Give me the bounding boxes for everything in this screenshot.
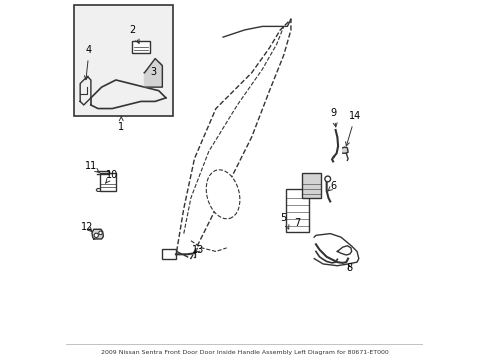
- Circle shape: [99, 231, 102, 235]
- Bar: [285, 189, 308, 232]
- Bar: [74, 5, 173, 116]
- Ellipse shape: [206, 170, 240, 219]
- Polygon shape: [92, 229, 103, 239]
- Text: 10: 10: [105, 170, 118, 183]
- Bar: [132, 41, 149, 53]
- Bar: [301, 173, 321, 198]
- Text: 8: 8: [346, 263, 352, 273]
- Polygon shape: [144, 59, 162, 87]
- Bar: [100, 173, 116, 192]
- Text: 9: 9: [330, 108, 337, 127]
- Text: 14: 14: [345, 111, 361, 146]
- Text: 11: 11: [84, 161, 100, 173]
- Circle shape: [94, 233, 98, 238]
- Text: 2009 Nissan Sentra Front Door Door Inside Handle Assembly Left Diagram for 80671: 2009 Nissan Sentra Front Door Door Insid…: [101, 350, 387, 355]
- Text: 1: 1: [118, 116, 124, 132]
- Bar: [162, 249, 176, 259]
- Text: 4: 4: [84, 45, 92, 80]
- Text: 7: 7: [294, 219, 300, 229]
- Text: 12: 12: [81, 222, 93, 232]
- Text: 6: 6: [327, 181, 336, 191]
- Text: 2: 2: [128, 25, 139, 43]
- Text: 5: 5: [280, 213, 288, 229]
- Text: 3: 3: [150, 67, 156, 77]
- Circle shape: [324, 176, 330, 182]
- Polygon shape: [342, 147, 347, 153]
- Text: 13: 13: [192, 245, 204, 255]
